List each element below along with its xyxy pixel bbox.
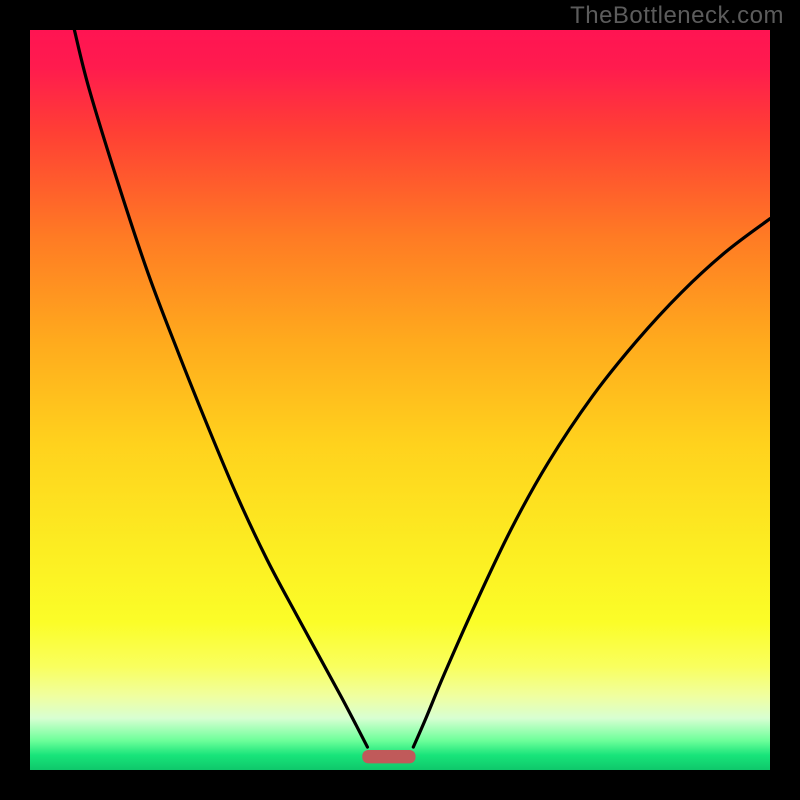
bottleneck-curve-chart: [0, 0, 800, 800]
watermark-text: TheBottleneck.com: [570, 2, 784, 30]
chart-gradient-background: [30, 30, 770, 770]
optimal-range-marker: [362, 750, 415, 763]
bottleneck-chart-frame: TheBottleneck.com: [0, 0, 800, 800]
